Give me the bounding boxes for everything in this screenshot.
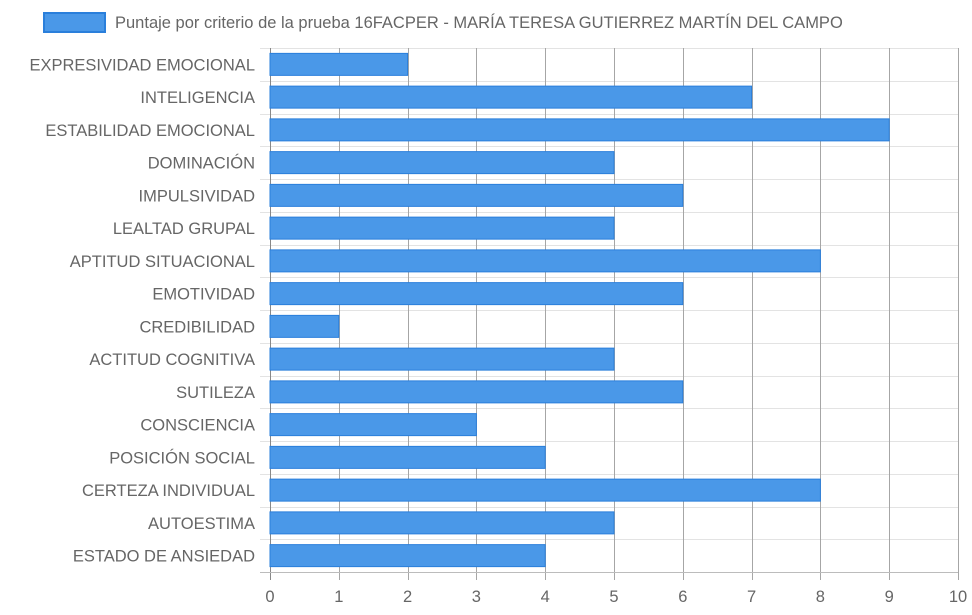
x-tick-label: 4 [541, 588, 550, 606]
bar[interactable] [269, 511, 615, 535]
legend-swatch [43, 12, 106, 33]
bar[interactable] [269, 85, 753, 109]
x-tick-label: 3 [472, 588, 481, 606]
bar[interactable] [269, 151, 615, 175]
category-label: DOMINACIÓN [148, 154, 255, 173]
category-label: IMPULSIVIDAD [139, 187, 256, 205]
category-label: INTELIGENCIA [140, 89, 255, 107]
category-label: CREDIBILIDAD [139, 318, 255, 336]
bar[interactable] [269, 544, 546, 568]
bar[interactable] [269, 249, 821, 273]
category-label: SUTILEZA [176, 384, 255, 402]
bar[interactable] [269, 314, 340, 338]
category-label: ESTADO DE ANSIEDAD [73, 548, 255, 566]
legend-label: Puntaje por criterio de la prueba 16FACP… [115, 13, 843, 32]
x-tick-label: 7 [747, 588, 756, 606]
x-tick-label: 9 [885, 588, 894, 606]
category-labels: EXPRESIVIDAD EMOCIONAL INTELIGENCIA ESTABI… [29, 56, 255, 565]
bar[interactable] [269, 282, 684, 306]
category-label: ACTITUD COGNITIVA [89, 351, 255, 369]
bar[interactable] [269, 216, 615, 240]
category-label: EMOTIVIDAD [152, 286, 255, 304]
bars [269, 52, 890, 568]
category-label: AUTOESTIMA [148, 515, 255, 533]
category-label: APTITUD SITUACIONAL [70, 253, 255, 271]
x-tick-label: 6 [678, 588, 687, 606]
category-label: POSICIÓN SOCIAL [109, 448, 255, 467]
bar[interactable] [269, 478, 821, 502]
bar[interactable] [269, 380, 684, 404]
category-label: EXPRESIVIDAD EMOCIONAL [29, 56, 255, 74]
x-tick-label: 10 [949, 588, 967, 606]
x-tick-label: 8 [816, 588, 825, 606]
x-tick-label: 0 [265, 588, 274, 606]
bar[interactable] [269, 445, 546, 469]
legend[interactable]: Puntaje por criterio de la prueba 16FACP… [43, 12, 843, 33]
bar[interactable] [269, 413, 477, 437]
category-label: ESTABILIDAD EMOCIONAL [45, 122, 255, 140]
bar[interactable] [269, 52, 409, 76]
category-label: LEALTAD GRUPAL [113, 220, 255, 238]
category-label: CONSCIENCIA [140, 417, 255, 435]
x-tick-label: 2 [403, 588, 412, 606]
x-tick-label: 5 [609, 588, 618, 606]
bar[interactable] [269, 118, 890, 142]
bar[interactable] [269, 347, 615, 371]
x-tick-label: 1 [334, 588, 343, 606]
bar[interactable] [269, 183, 684, 207]
x-axis-tick-labels: 0 1 2 3 4 5 6 7 8 9 10 [265, 588, 967, 606]
category-label: CERTEZA INDIVIDUAL [82, 482, 255, 500]
